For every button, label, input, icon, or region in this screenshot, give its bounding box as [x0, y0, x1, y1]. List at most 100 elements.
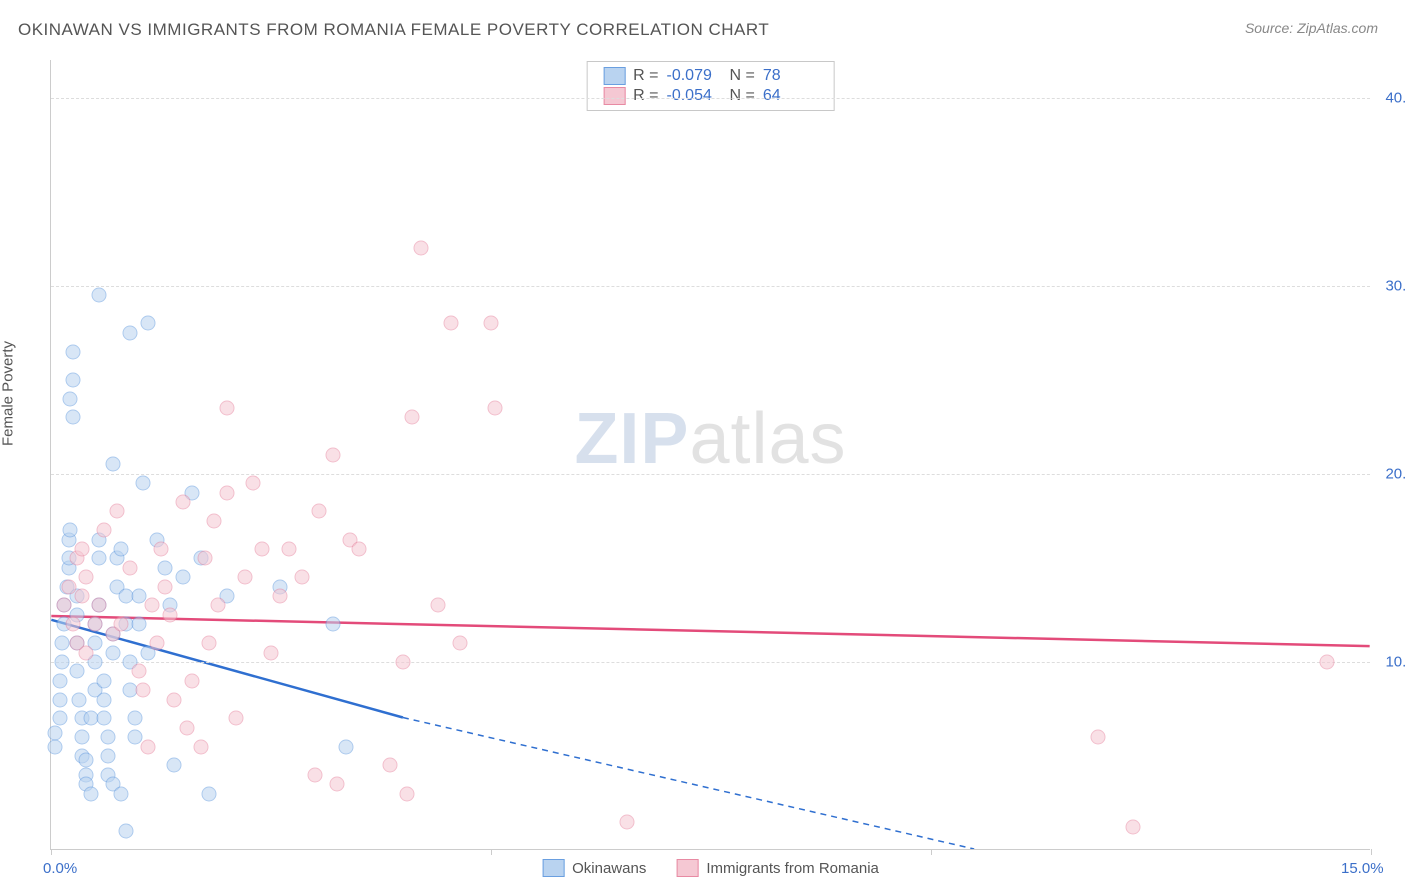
scatter-point: [176, 495, 191, 510]
scatter-point: [484, 316, 499, 331]
scatter-point: [52, 711, 67, 726]
scatter-point: [96, 673, 111, 688]
scatter-point: [184, 673, 199, 688]
gridline: [51, 662, 1370, 663]
scatter-point: [400, 786, 415, 801]
scatter-point: [1320, 654, 1335, 669]
scatter-point: [114, 786, 129, 801]
scatter-point: [228, 711, 243, 726]
scatter-point: [180, 720, 195, 735]
scatter-point: [127, 730, 142, 745]
legend-item-romania: Immigrants from Romania: [676, 859, 879, 877]
scatter-point: [396, 654, 411, 669]
x-tick-label: 0.0%: [43, 860, 77, 877]
scatter-point: [255, 542, 270, 557]
scatter-point: [66, 617, 81, 632]
scatter-point: [92, 288, 107, 303]
chart-title: OKINAWAN VS IMMIGRANTS FROM ROMANIA FEMA…: [18, 20, 769, 40]
scatter-point: [140, 739, 155, 754]
scatter-point: [167, 758, 182, 773]
scatter-point: [66, 344, 81, 359]
scatter-point: [132, 589, 147, 604]
gridline: [51, 286, 1370, 287]
scatter-point: [149, 636, 164, 651]
scatter-point: [145, 598, 160, 613]
scatter-point: [206, 513, 221, 528]
scatter-point: [74, 730, 89, 745]
scatter-point: [237, 570, 252, 585]
scatter-point: [79, 752, 94, 767]
x-tick: [1371, 849, 1372, 855]
scatter-point: [198, 551, 213, 566]
scatter-point: [404, 410, 419, 425]
scatter-point: [110, 504, 125, 519]
stats-row: R =-0.054N =64: [603, 86, 818, 106]
scatter-point: [123, 325, 138, 340]
scatter-point: [158, 560, 173, 575]
chart-area: ZIPatlas R =-0.079N =78R =-0.054N =64 Ok…: [50, 60, 1370, 850]
scatter-point: [413, 241, 428, 256]
scatter-point: [281, 542, 296, 557]
watermark: ZIPatlas: [574, 398, 846, 480]
scatter-point: [154, 542, 169, 557]
scatter-point: [79, 645, 94, 660]
scatter-point: [220, 485, 235, 500]
scatter-point: [158, 579, 173, 594]
scatter-point: [620, 814, 635, 829]
source-attribution: Source: ZipAtlas.com: [1245, 20, 1378, 36]
scatter-point: [52, 673, 67, 688]
scatter-point: [444, 316, 459, 331]
scatter-point: [211, 598, 226, 613]
scatter-point: [453, 636, 468, 651]
x-tick-label: 15.0%: [1341, 860, 1384, 877]
scatter-point: [167, 692, 182, 707]
legend-item-okinawans: Okinawans: [542, 859, 646, 877]
scatter-point: [325, 448, 340, 463]
scatter-point: [202, 786, 217, 801]
scatter-point: [123, 560, 138, 575]
scatter-point: [48, 739, 63, 754]
x-tick: [491, 849, 492, 855]
gridline: [51, 98, 1370, 99]
scatter-point: [83, 786, 98, 801]
scatter-point: [54, 654, 69, 669]
scatter-point: [92, 598, 107, 613]
scatter-point: [431, 598, 446, 613]
scatter-point: [193, 739, 208, 754]
scatter-point: [105, 645, 120, 660]
scatter-point: [132, 617, 147, 632]
scatter-point: [63, 523, 78, 538]
scatter-point: [220, 400, 235, 415]
scatter-point: [272, 589, 287, 604]
y-tick-label: 40.0%: [1385, 89, 1406, 106]
scatter-point: [66, 410, 81, 425]
scatter-point: [114, 542, 129, 557]
y-tick-label: 30.0%: [1385, 277, 1406, 294]
scatter-point: [74, 542, 89, 557]
scatter-point: [105, 457, 120, 472]
scatter-point: [57, 598, 72, 613]
scatter-point: [70, 664, 85, 679]
scatter-point: [294, 570, 309, 585]
scatter-point: [127, 711, 142, 726]
trend-lines: [51, 60, 1370, 849]
y-tick-label: 20.0%: [1385, 465, 1406, 482]
scatter-point: [72, 692, 87, 707]
scatter-point: [140, 316, 155, 331]
scatter-point: [48, 726, 63, 741]
scatter-point: [488, 400, 503, 415]
scatter-point: [352, 542, 367, 557]
scatter-point: [246, 476, 261, 491]
scatter-point: [162, 607, 177, 622]
scatter-point: [132, 664, 147, 679]
scatter-point: [382, 758, 397, 773]
scatter-point: [312, 504, 327, 519]
scatter-point: [325, 617, 340, 632]
scatter-point: [63, 391, 78, 406]
x-tick: [931, 849, 932, 855]
scatter-point: [338, 739, 353, 754]
stats-row: R =-0.079N =78: [603, 66, 818, 86]
scatter-point: [1126, 820, 1141, 835]
scatter-point: [96, 711, 111, 726]
scatter-point: [54, 636, 69, 651]
